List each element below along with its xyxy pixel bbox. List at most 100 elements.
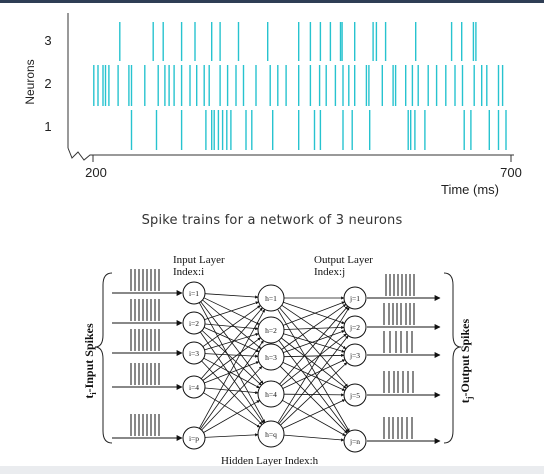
edge-hidden-2-output-0: [281, 303, 347, 350]
edge-hidden-1-output-3: [281, 337, 347, 389]
edge-input-1-hidden-3: [201, 330, 262, 386]
output-index-label: Index:j: [314, 266, 345, 278]
y-tick-label-3: 3: [44, 33, 51, 48]
edge-input-4-hidden-3: [203, 400, 260, 433]
edge-input-1-hidden-2: [203, 327, 260, 353]
edge-input-4-hidden-2: [201, 366, 263, 431]
output-brace: [443, 272, 462, 444]
input-layer-label: Input Layer: [173, 254, 225, 266]
spike-marks: [93, 22, 507, 150]
edge-hidden-4-output-4: [283, 434, 345, 442]
edge-input-3-hidden-0: [200, 307, 263, 379]
input-node-1: i=2: [182, 311, 206, 335]
input-node-label-1: i=2: [189, 319, 199, 328]
edge-input-0-hidden-4: [198, 302, 266, 423]
hidden-node-4: h=q: [257, 420, 285, 448]
input-node-circle-0: [182, 281, 206, 305]
edge-hidden-4-output-0: [277, 307, 350, 424]
output-layer-label: Output Layer: [314, 254, 373, 266]
edge-hidden-4-output-3: [282, 399, 346, 429]
bottom-bar: [0, 466, 544, 474]
edge-hidden-2-output-3: [282, 362, 346, 391]
output-node-circle-1: [343, 315, 367, 339]
edge-hidden-4-output-1: [278, 335, 349, 425]
edge-input-1-hidden-0: [204, 301, 259, 320]
hidden-node-label-0: h=1: [265, 294, 277, 303]
input-node-3: i=4: [182, 375, 206, 399]
input-node-4: i=p: [182, 426, 206, 450]
input-spikes-label: ti-Input Spikes: [82, 323, 98, 399]
edge-input-0-hidden-2: [202, 299, 262, 350]
top-divider: [0, 0, 544, 3]
edge-input-2-hidden-2: [204, 353, 259, 358]
y-tick-label-2: 2: [44, 76, 51, 91]
hidden-node-3: h=4: [257, 380, 285, 408]
edge-hidden-1-output-4: [278, 340, 349, 433]
edge-hidden-3-output-4: [282, 399, 346, 436]
output-node-label-4: j=n: [349, 437, 360, 446]
input-node-label-2: i=3: [189, 349, 199, 358]
input-node-circle-2: [182, 341, 206, 365]
x-start-label: 200: [85, 165, 107, 180]
output-spikes-sub: j: [465, 396, 474, 400]
input-node-circle-3: [182, 375, 206, 399]
hidden-node-label-4: h=q: [265, 430, 277, 439]
output-node-circle-3: [343, 383, 367, 407]
edge-hidden-3-output-3: [283, 393, 345, 397]
output-node-4: j=n: [343, 429, 367, 453]
output-node-label-0: j=1: [349, 294, 360, 303]
output-node-label-3: j=5: [349, 391, 360, 400]
output-node-circle-2: [343, 343, 367, 367]
output-node-1: j=2: [343, 315, 367, 339]
input-spikes-t: t: [82, 395, 96, 399]
edge-input-0-hidden-0: [204, 293, 259, 299]
edge-hidden-3-output-2: [282, 359, 346, 389]
input-spikes-sub: i: [89, 392, 98, 395]
output-node-circle-0: [343, 286, 367, 310]
edge-input-3-hidden-4: [203, 392, 261, 428]
edge-input-4-hidden-0: [198, 309, 266, 429]
raster-axes: 200 700 Time (ms) Neurons 3 2 1: [23, 13, 522, 197]
edge-hidden-1-output-2: [283, 333, 345, 353]
hidden-node-0: h=1: [257, 284, 285, 312]
input-brace: [94, 272, 113, 444]
x-axis-line: [67, 147, 514, 161]
input-node-circle-4: [182, 426, 206, 450]
hidden-node-2: h=3: [257, 343, 285, 371]
edge-hidden-3-output-1: [280, 333, 347, 387]
hidden-node-label-2: h=3: [265, 353, 277, 362]
output-node-label-2: j=3: [349, 351, 360, 360]
edge-hidden-2-output-1: [283, 330, 345, 353]
output-node-0: j=1: [343, 286, 367, 310]
edge-hidden-0-output-1: [283, 301, 345, 324]
chart-caption: Spike trains for a network of 3 neurons: [141, 213, 403, 228]
y-tick-label-1: 1: [44, 119, 51, 134]
output-spikes-label: tj-Output Spikes: [458, 318, 474, 403]
hidden-node-circle-0: [257, 284, 285, 312]
input-node-label-0: i=1: [189, 289, 199, 298]
edge-input-4-hidden-1: [200, 340, 264, 430]
hidden-node-circle-1: [257, 316, 285, 344]
hidden-node-label-1: h=2: [265, 326, 277, 335]
output-spikes-rest: -Output Spikes: [458, 318, 472, 396]
hidden-node-circle-3: [257, 380, 285, 408]
edge-hidden-3-output-0: [279, 306, 349, 385]
edge-input-2-hidden-4: [201, 360, 263, 425]
hidden-node-circle-4: [257, 420, 285, 448]
edge-input-2-hidden-3: [203, 357, 260, 389]
edge-input-3-hidden-2: [204, 361, 260, 384]
edge-hidden-2-output-2: [283, 353, 345, 358]
spike-raster-chart: 200 700 Time (ms) Neurons 3 2 1: [23, 13, 522, 197]
input-node-label-3: i=4: [189, 383, 199, 392]
edge-input-2-hidden-0: [202, 305, 261, 347]
edge-hidden-4-output-2: [280, 362, 348, 426]
hidden-node-circle-2: [257, 343, 285, 371]
hidden-node-label-3: h=4: [265, 390, 277, 399]
hidden-layer-label: Hidden Layer Index:h: [221, 455, 319, 466]
output-node-label-1: j=2: [349, 323, 360, 332]
neuron-nodes: i=1 i=2 i=3 i=4 i=p h=1 h=2 h=3 h=4 h=q j=1 j=2 j=3 j…: [182, 281, 367, 453]
input-node-circle-1: [182, 311, 206, 335]
input-node-2: i=3: [182, 341, 206, 365]
spike-io-arrows: [112, 269, 441, 444]
input-index-label: Index:i: [173, 266, 204, 278]
